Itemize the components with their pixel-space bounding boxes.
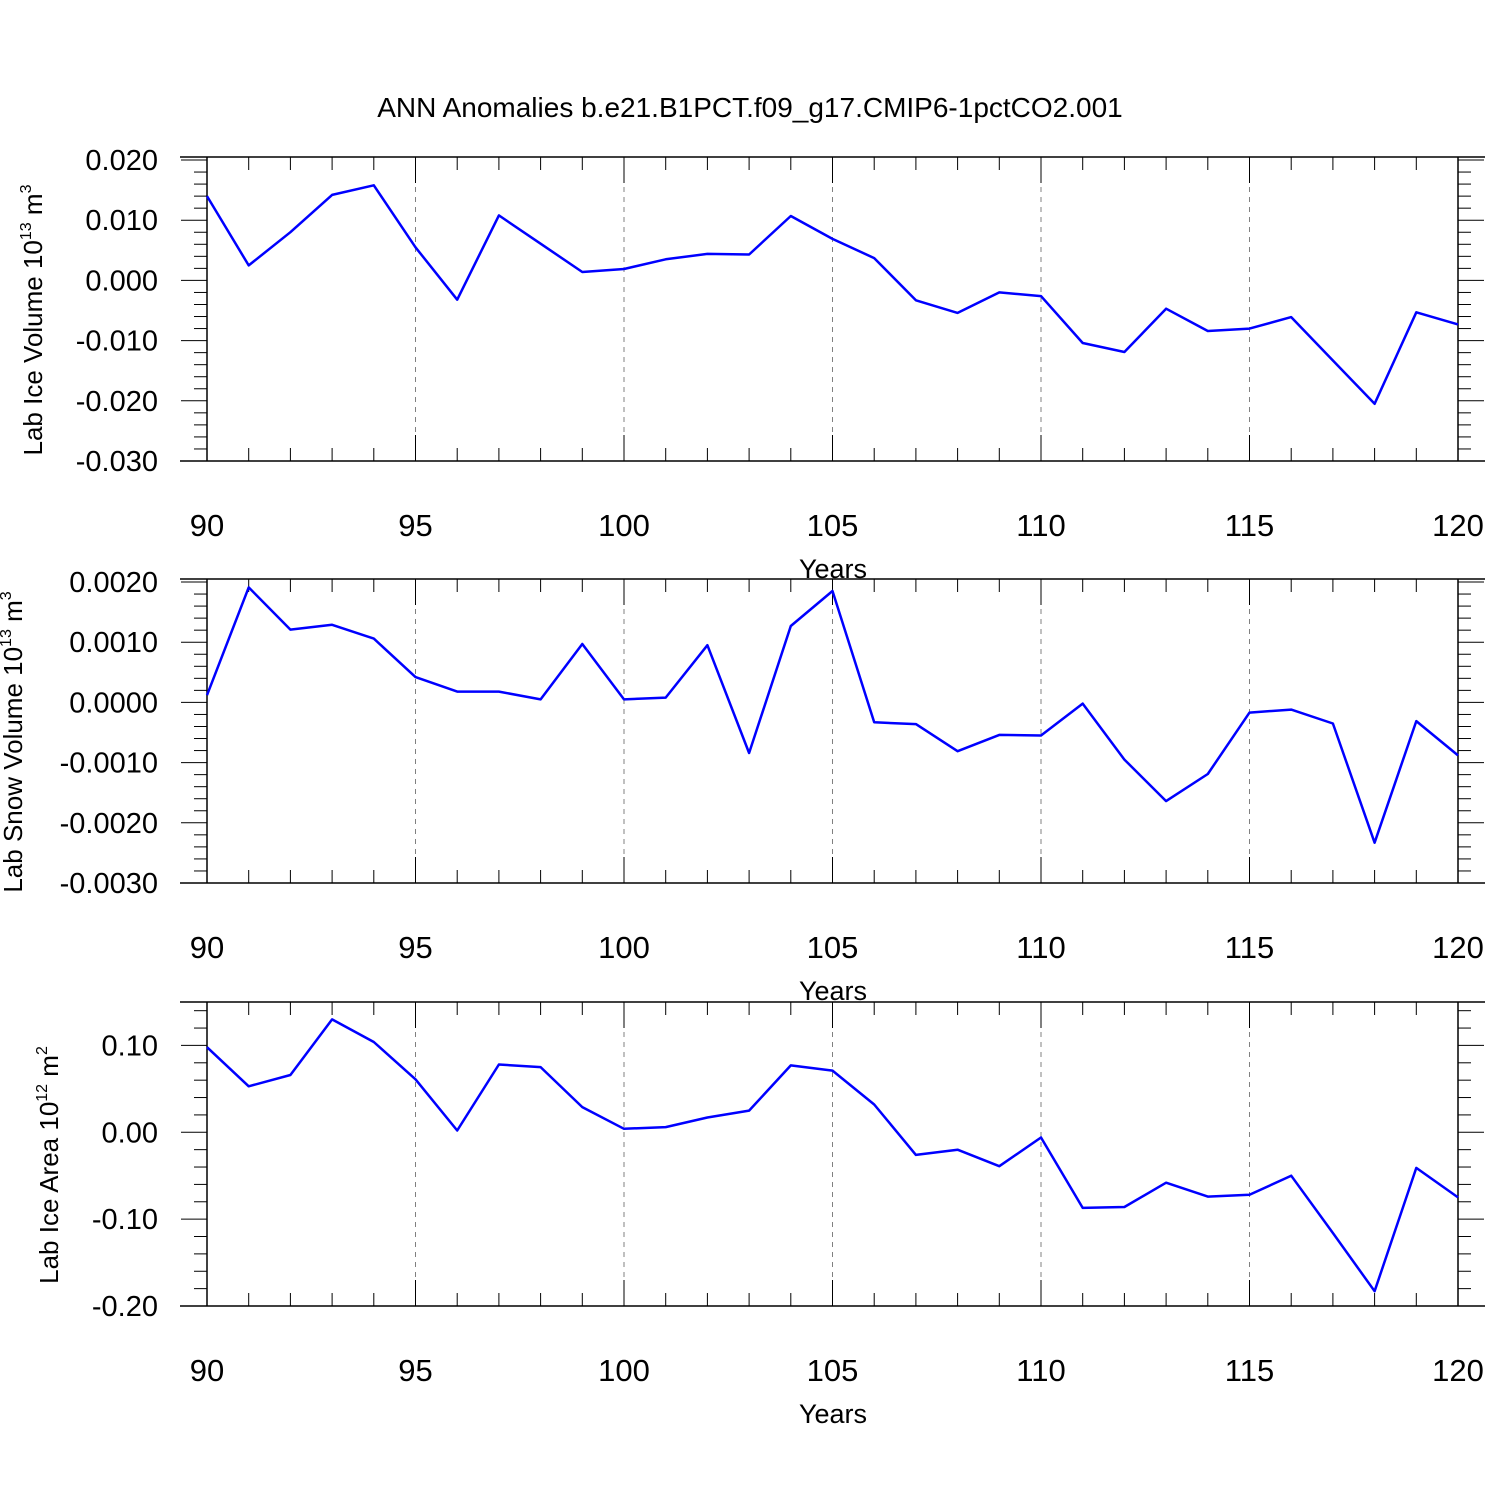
- x-tick-label: 105: [807, 508, 859, 543]
- y-tick-label: -0.030: [76, 446, 158, 478]
- x-tick-label: 115: [1225, 930, 1274, 965]
- y-axis-label: Lab Ice Volume 1013 m3: [18, 184, 48, 455]
- panel-lab-snow-volume: 0.0020 0.0010 0.0000 -0.0010 -0.0020 -0.0030 9…: [0, 567, 1485, 1006]
- panel-lab-ice-volume: 0.020 0.010 0.000 -0.010 -0.020 -0.030 90 95 100…: [18, 145, 1485, 584]
- y-tick-label: -0.0020: [60, 808, 158, 840]
- y-tick-label: 0.00: [102, 1117, 158, 1149]
- y-tick-label: 0.0020: [69, 567, 158, 599]
- x-tick-label: 110: [1016, 1353, 1065, 1388]
- x-axis-label: Years: [799, 976, 867, 1006]
- y-tick-label: -0.10: [92, 1204, 158, 1236]
- y-tick-label: 0.020: [85, 145, 158, 177]
- y-tick-label: 0.000: [85, 265, 158, 297]
- y-tick-label: -0.20: [92, 1291, 158, 1323]
- x-tick-label: 90: [190, 1353, 224, 1388]
- x-tick-label: 95: [398, 1353, 432, 1388]
- x-tick-label: 90: [190, 508, 224, 543]
- y-tick-label: 0.0010: [69, 627, 158, 659]
- x-tick-label: 120: [1432, 508, 1484, 543]
- x-tick-label: 95: [398, 930, 432, 965]
- x-tick-label: 100: [598, 508, 650, 543]
- y-tick-label: -0.020: [76, 386, 158, 418]
- y-tick-label: 0.10: [102, 1030, 158, 1062]
- y-tick-label: -0.010: [76, 326, 158, 358]
- x-tick-label: 100: [598, 1353, 650, 1388]
- x-tick-label: 95: [398, 508, 432, 543]
- series-line: [205, 586, 1459, 844]
- y-tick-label: 0.0000: [69, 687, 158, 719]
- y-tick-label: 0.010: [85, 205, 158, 237]
- x-tick-label: 105: [807, 1353, 859, 1388]
- x-tick-label: 110: [1016, 508, 1065, 543]
- x-tick-label: 110: [1016, 930, 1065, 965]
- y-tick-label: -0.0030: [60, 868, 158, 900]
- x-tick-label: 120: [1432, 930, 1484, 965]
- figure-title: ANN Anomalies b.e21.B1PCT.f09_g17.CMIP6-…: [377, 92, 1123, 123]
- y-tick-label: -0.0010: [60, 748, 158, 780]
- x-axis-label: Years: [799, 1399, 867, 1429]
- x-tick-label: 90: [190, 930, 224, 965]
- x-tick-label: 105: [807, 930, 859, 965]
- y-axis-label: Lab Snow Volume 1013 m3: [0, 591, 28, 892]
- panel-lab-ice-area: 0.10 0.00 -0.10 -0.20 90 95 100 105 110 115 120 Yea…: [34, 1001, 1485, 1429]
- y-axis-label: Lab Ice Area 1012 m2: [34, 1046, 64, 1284]
- x-tick-label: 100: [598, 930, 650, 965]
- x-tick-label: 120: [1432, 1353, 1484, 1388]
- x-tick-label: 115: [1225, 1353, 1274, 1388]
- x-tick-label: 115: [1225, 508, 1274, 543]
